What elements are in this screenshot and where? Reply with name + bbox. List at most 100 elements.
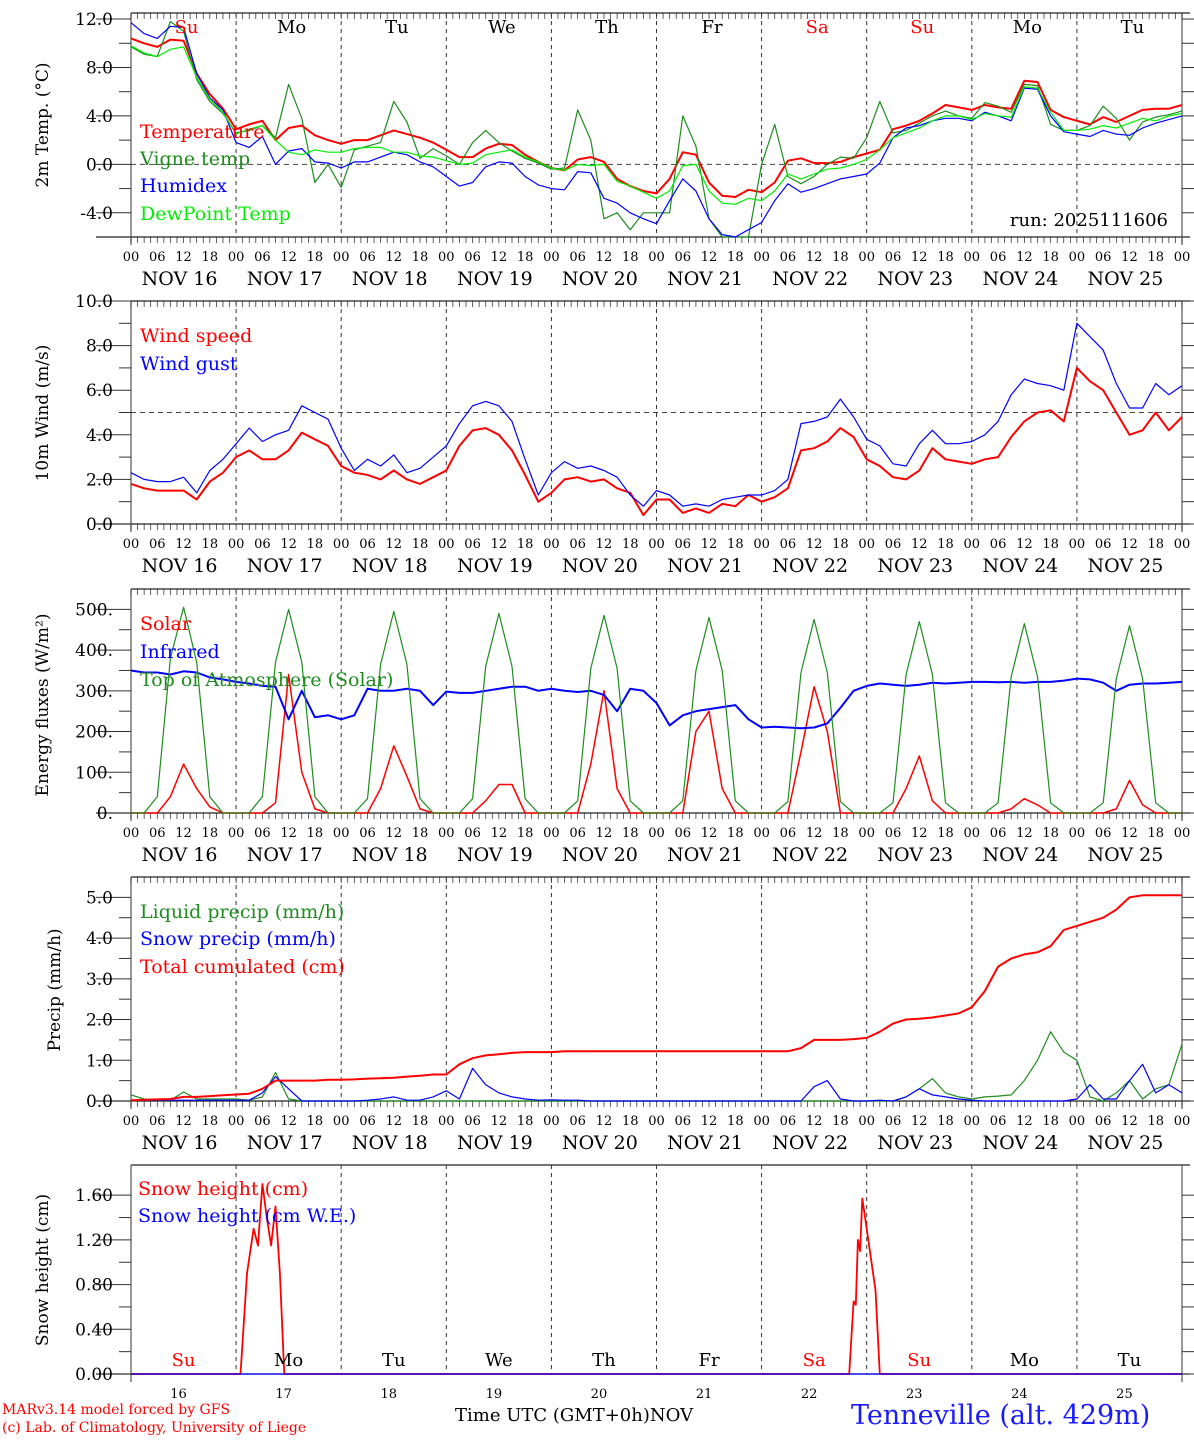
wind-hour-label: 00 <box>543 537 560 552</box>
temp-hour-label: 00 <box>858 250 875 265</box>
temp-legend-entry: Vigne temp <box>139 148 250 170</box>
precip-date-label: NOV 21 <box>667 1132 743 1154</box>
precip-hour-label: 06 <box>885 1114 902 1129</box>
temp-hour-label: 00 <box>1174 250 1191 265</box>
energy-hour-label: 00 <box>648 826 665 841</box>
wind-ylabel: 10m Wind (m/s) <box>33 345 53 482</box>
precip-hour-label: 06 <box>780 1114 797 1129</box>
energy-hour-label: 06 <box>254 826 271 841</box>
temp-hour-label: 06 <box>359 250 376 265</box>
wind-hour-label: 18 <box>622 537 639 552</box>
precip-hour-label: 06 <box>464 1114 481 1129</box>
snow-dow-label: Tu <box>1118 1350 1142 1371</box>
snow-dow-label: Su <box>907 1350 931 1371</box>
temp-dow-label: Tu <box>1121 17 1145 38</box>
wind-hour-label: 06 <box>885 537 902 552</box>
energy-date-label: NOV 22 <box>772 844 848 866</box>
temp-dow-label: Sa <box>806 17 829 38</box>
precip-date-label: NOV 18 <box>352 1132 428 1154</box>
snow-dow-label: Fr <box>699 1350 720 1371</box>
temp-dow-label: Su <box>910 17 934 38</box>
wind-hour-label: 12 <box>1121 537 1138 552</box>
wind-hour-label: 00 <box>1069 537 1086 552</box>
temp-hour-label: 00 <box>438 250 455 265</box>
temp-hour-label: 12 <box>385 250 402 265</box>
wind-hour-label: 18 <box>517 537 534 552</box>
energy-hour-label: 00 <box>333 826 350 841</box>
snow-day-number: 21 <box>696 1387 713 1402</box>
temp-hour-label: 18 <box>937 250 954 265</box>
precip-hour-label: 18 <box>832 1114 849 1129</box>
wind-hour-label: 00 <box>648 537 665 552</box>
run-label: run: 2025111606 <box>1010 210 1168 231</box>
precip-hour-label: 06 <box>675 1114 692 1129</box>
temp-hour-label: 06 <box>1095 250 1112 265</box>
temp-dow-label: Th <box>595 17 619 38</box>
wind-hour-label: 12 <box>385 537 402 552</box>
energy-ytick-label: 400. <box>75 641 113 661</box>
wind-hour-label: 12 <box>280 537 297 552</box>
snow-dow-label: Tu <box>382 1350 406 1371</box>
temp-hour-label: 18 <box>727 250 744 265</box>
precip-hour-label: 06 <box>1095 1114 1112 1129</box>
precip-hour-label: 18 <box>1147 1114 1164 1129</box>
precip-hour-label: 18 <box>1042 1114 1059 1129</box>
energy-hour-label: 06 <box>780 826 797 841</box>
precip-hour-label: 12 <box>491 1114 508 1129</box>
energy-hour-label: 12 <box>491 826 508 841</box>
energy-hour-label: 06 <box>359 826 376 841</box>
energy-hour-label: 06 <box>885 826 902 841</box>
precip-hour-label: 12 <box>596 1114 613 1129</box>
energy-hour-label: 00 <box>1174 826 1191 841</box>
energy-hour-label: 06 <box>149 826 166 841</box>
energy-series-top-of-atmosphere-solar- <box>131 606 1182 814</box>
precip-hour-label: 06 <box>569 1114 586 1129</box>
energy-legend-entry: Infrared <box>140 641 220 663</box>
credit-line-2: (c) Lab. of Climatology, University of L… <box>2 1420 307 1436</box>
wind-hour-label: 00 <box>1174 537 1191 552</box>
energy-ytick-label: 500. <box>75 600 113 620</box>
energy-hour-label: 00 <box>858 826 875 841</box>
wind-hour-label: 18 <box>307 537 324 552</box>
location-title: Tenneville (alt. 429m) <box>851 1400 1151 1431</box>
energy-hour-label: 18 <box>622 826 639 841</box>
wind-hour-label: 12 <box>491 537 508 552</box>
wind-hour-label: 12 <box>806 537 823 552</box>
temp-hour-label: 18 <box>202 250 219 265</box>
wind-hour-label: 06 <box>359 537 376 552</box>
energy-hour-label: 12 <box>175 826 192 841</box>
precip-date-label: NOV 16 <box>142 1132 218 1154</box>
precip-hour-label: 00 <box>123 1114 140 1129</box>
precip-hour-label: 12 <box>280 1114 297 1129</box>
temp-legend-entry: Temperature <box>140 121 264 143</box>
precip-legend-entry: Snow precip (mm/h) <box>140 928 336 950</box>
temp-date-label: NOV 18 <box>352 268 428 290</box>
precip-ytick-label: 4.0 <box>86 929 113 949</box>
precip-hour-label: 12 <box>701 1114 718 1129</box>
snow-ytick-label: 1.60 <box>75 1186 113 1206</box>
energy-hour-label: 18 <box>1042 826 1059 841</box>
wind-series-wind-gust <box>130 322 1183 507</box>
snow-ytick-label: 0.00 <box>75 1365 113 1385</box>
snow-ytick-label: 1.20 <box>75 1231 113 1251</box>
temp-hour-label: 12 <box>175 250 192 265</box>
energy-date-label: NOV 20 <box>562 844 638 866</box>
wind-hour-label: 06 <box>780 537 797 552</box>
temp-hour-label: 18 <box>1042 250 1059 265</box>
precip-hour-label: 12 <box>175 1114 192 1129</box>
temp-hour-label: 18 <box>622 250 639 265</box>
precip-ytick-label: 2.0 <box>86 1011 113 1031</box>
energy-hour-label: 00 <box>123 826 140 841</box>
precip-hour-label: 00 <box>753 1114 770 1129</box>
energy-hour-label: 12 <box>596 826 613 841</box>
energy-hour-label: 18 <box>517 826 534 841</box>
wind-hour-label: 00 <box>438 537 455 552</box>
precip-hour-label: 12 <box>385 1114 402 1129</box>
precip-hour-label: 00 <box>648 1114 665 1129</box>
energy-hour-label: 18 <box>937 826 954 841</box>
energy-date-label: NOV 23 <box>877 844 953 866</box>
temp-dow-label: Mo <box>277 17 306 38</box>
energy-hour-label: 00 <box>543 826 560 841</box>
energy-ytick-label: 300. <box>75 682 113 702</box>
precip-date-label: NOV 23 <box>877 1132 953 1154</box>
